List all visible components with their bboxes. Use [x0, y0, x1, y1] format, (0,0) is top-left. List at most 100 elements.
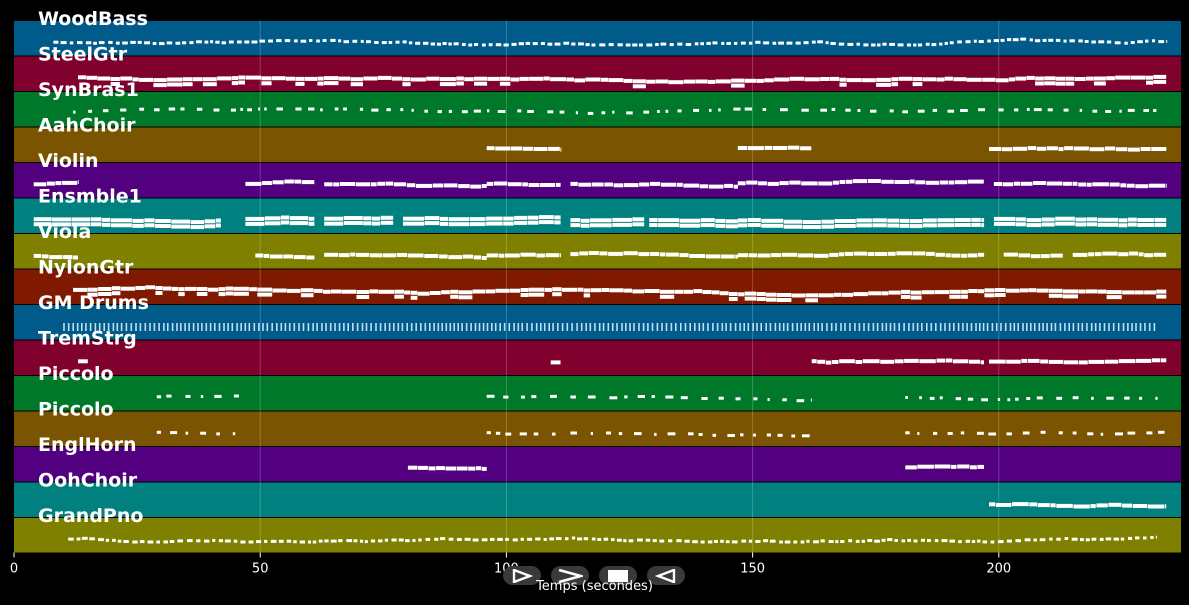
note	[539, 215, 554, 220]
note	[1109, 182, 1120, 187]
note	[503, 43, 509, 47]
note	[33, 222, 52, 227]
note	[946, 358, 953, 363]
note	[982, 540, 988, 544]
note	[953, 77, 967, 82]
note	[978, 40, 984, 43]
forward-button[interactable]	[551, 566, 589, 585]
note	[554, 220, 561, 225]
note	[73, 287, 88, 292]
track-label: Viola	[38, 221, 91, 243]
note	[169, 540, 175, 543]
note	[840, 540, 845, 543]
note	[281, 215, 290, 220]
note	[178, 292, 185, 297]
note	[646, 43, 653, 47]
drum-hit	[284, 323, 287, 331]
track-notes	[63, 323, 1156, 331]
note	[1087, 432, 1094, 436]
note	[487, 109, 490, 113]
note	[834, 224, 856, 228]
note	[1048, 288, 1063, 293]
note	[366, 40, 371, 44]
note	[632, 222, 645, 227]
note	[437, 110, 442, 114]
note	[993, 221, 1016, 226]
note	[1124, 396, 1130, 400]
note	[215, 218, 221, 223]
drum-hit	[1009, 323, 1012, 331]
note	[611, 538, 615, 542]
note	[659, 289, 675, 294]
drum-hit	[774, 323, 777, 331]
play-button[interactable]	[503, 566, 541, 585]
back-button[interactable]	[647, 566, 685, 585]
note	[839, 359, 855, 364]
drum-hit	[944, 323, 946, 331]
note	[632, 289, 644, 294]
drum-hit	[782, 323, 785, 331]
note	[954, 223, 971, 227]
note	[371, 221, 381, 226]
note	[448, 255, 463, 260]
drum-hit	[244, 323, 247, 331]
note	[820, 77, 830, 81]
note	[623, 539, 627, 543]
note	[286, 539, 292, 543]
note	[1027, 146, 1037, 151]
note	[909, 179, 915, 184]
note	[715, 218, 726, 223]
drum-hit	[1131, 323, 1133, 331]
note	[744, 78, 757, 83]
note	[889, 109, 894, 113]
note	[862, 359, 880, 364]
track-notes	[33, 251, 1167, 260]
note	[175, 41, 181, 45]
drum-hit	[1108, 323, 1110, 331]
play-outline-icon	[512, 568, 533, 583]
note	[977, 539, 981, 543]
note	[1063, 181, 1072, 186]
note	[410, 77, 426, 82]
note	[700, 540, 705, 544]
note	[462, 43, 466, 46]
drum-hit	[889, 323, 892, 331]
note	[933, 431, 938, 435]
note	[746, 180, 758, 185]
note	[1091, 537, 1097, 541]
note	[544, 287, 552, 292]
drum-hit	[503, 323, 506, 331]
note	[555, 537, 562, 541]
drum-hit	[1017, 323, 1019, 331]
note	[245, 75, 262, 80]
drum-hit	[410, 323, 413, 331]
track-lane	[14, 482, 1181, 517]
note	[1106, 76, 1115, 81]
note	[961, 289, 968, 294]
note	[73, 110, 76, 114]
note	[570, 252, 579, 257]
note	[218, 539, 224, 543]
note	[1090, 504, 1096, 509]
stop-button[interactable]	[599, 566, 637, 585]
note	[356, 252, 370, 257]
drum-hit	[778, 323, 781, 331]
drum-hit	[120, 323, 123, 331]
drum-hit	[721, 323, 724, 331]
note	[820, 108, 827, 112]
note	[791, 293, 805, 298]
note	[637, 538, 643, 542]
note	[834, 292, 842, 297]
drum-hit	[962, 323, 964, 331]
note	[308, 216, 315, 221]
note	[1006, 539, 1012, 543]
track-lane	[14, 518, 1181, 553]
note	[313, 288, 323, 293]
note	[724, 183, 733, 188]
note	[1143, 536, 1147, 540]
note	[1146, 431, 1153, 435]
note	[804, 77, 820, 82]
note	[1097, 217, 1118, 222]
note	[755, 40, 761, 44]
note	[968, 289, 978, 293]
